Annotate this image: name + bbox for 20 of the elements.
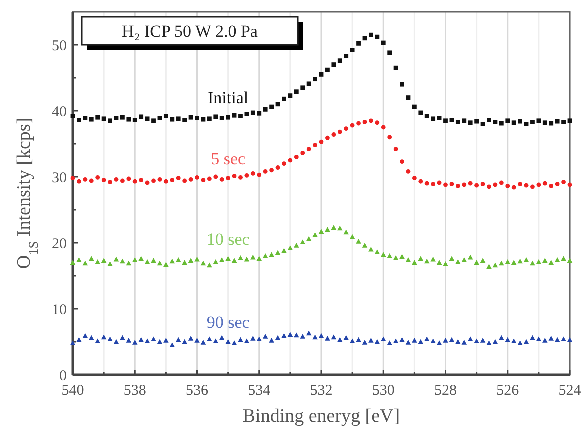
series-label: 5 sec (211, 149, 246, 168)
y-tick-label: 50 (52, 38, 67, 54)
x-tick-label: 534 (248, 383, 272, 399)
y-tick-label: 20 (52, 236, 67, 252)
series-label: Initial (208, 88, 249, 108)
y-tick-label: 30 (52, 170, 67, 186)
y-tick-label: 0 (60, 368, 67, 384)
x-tick-label: 528 (434, 383, 457, 399)
x-tick-label: 526 (496, 383, 520, 399)
x-tick-label: 540 (62, 383, 84, 399)
x-tick-label: 530 (372, 383, 395, 399)
y-tick-label: 10 (52, 302, 67, 318)
series-label: 10 sec (206, 230, 250, 249)
x-tick-label: 532 (310, 383, 333, 399)
x-tick-label: 536 (186, 383, 209, 399)
y-tick-label: 40 (52, 104, 67, 120)
series-label: 90 sec (206, 313, 250, 332)
x-tick-label: 538 (124, 383, 146, 399)
x-tick-label: 524 (558, 383, 581, 399)
x-axis-title: Binding eneryg [eV] (242, 406, 400, 427)
